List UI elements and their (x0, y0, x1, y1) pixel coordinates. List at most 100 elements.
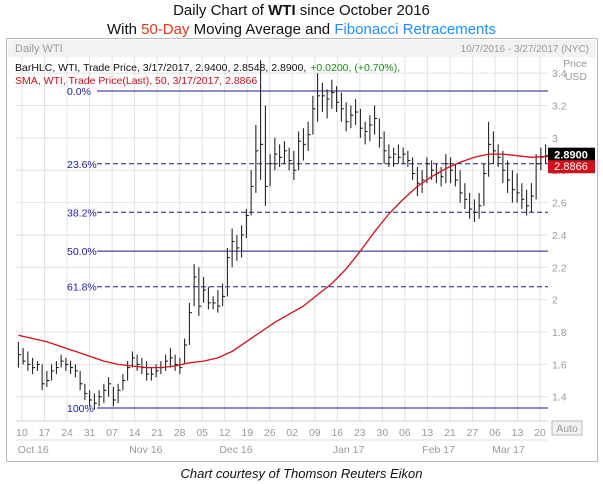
legend-change: +0.0200, (+0.70%), (310, 62, 400, 74)
fib-label: 0.0% (67, 86, 91, 98)
auto-scale-button[interactable] (551, 420, 583, 436)
x-tick-label: 13 (512, 427, 524, 439)
legend-bar: BarHLC, WTI, Trade Price, 3/17/2017, 2.9… (15, 62, 400, 74)
price-bar (416, 167, 420, 197)
price-bar (241, 225, 245, 258)
price-bar (17, 341, 21, 368)
price-bar (117, 383, 121, 404)
x-tick-label: 10 (16, 427, 28, 439)
price-bar (41, 364, 45, 391)
price-bar (103, 383, 107, 404)
price-bar (222, 283, 226, 307)
price-bar (397, 144, 401, 164)
panel-name: Daily WTI (15, 43, 63, 55)
fib-label: 61.8% (67, 282, 97, 294)
price-bar (355, 99, 359, 125)
price-bar (383, 131, 387, 164)
price-bar (203, 277, 207, 303)
price-bar (93, 393, 97, 410)
price-bar (264, 105, 268, 206)
panel-header-bar (8, 40, 596, 57)
fib-label: 23.6% (67, 159, 97, 171)
x-tick-label: 19 (241, 427, 253, 439)
price-bar (345, 102, 349, 132)
price-bar (279, 144, 283, 168)
price-chart[interactable]: Daily WTI 10/7/2016 - 3/27/2017 (NYC) 0.… (7, 39, 597, 461)
title-line-2: With 50-Day Moving Average and Fibonacci… (106, 21, 497, 38)
price-bar (217, 289, 221, 313)
price-bar (274, 137, 278, 171)
x-tick-label: 16 (331, 427, 343, 439)
price-bar (108, 377, 112, 397)
price-bar (198, 267, 202, 316)
x-tick-label: 28 (174, 427, 186, 439)
price-bar (146, 361, 150, 381)
price-bar (122, 374, 126, 391)
price-bar (478, 192, 482, 219)
price-bar (188, 302, 192, 345)
price-bar (84, 383, 88, 400)
price-bars (17, 60, 549, 410)
price-bar (36, 361, 40, 371)
x-tick-label: 06 (489, 427, 501, 439)
price-bar (454, 163, 458, 187)
sma-line (18, 153, 551, 369)
y-tick-label: 2 (552, 295, 558, 307)
price-bar (473, 199, 477, 223)
price-bar (440, 167, 444, 187)
price-bar (326, 89, 330, 119)
sma-value: 2.8866 (554, 161, 588, 173)
price-bar (65, 357, 69, 371)
price-bar (231, 228, 235, 268)
price-bar (269, 154, 273, 187)
price-bar (70, 361, 74, 375)
price-bar (393, 147, 397, 168)
y-tick-label: 3.2 (552, 101, 567, 113)
title-fibonacci: Fibonacci Retracements (334, 21, 497, 38)
x-tick-label: 13 (422, 427, 434, 439)
price-bar (212, 296, 216, 310)
price-bar (236, 234, 240, 261)
price-bar (184, 338, 188, 365)
chart-credit: Chart courtesy of Thomson Reuters Eikon (180, 466, 423, 481)
price-bar (112, 387, 116, 407)
price-bar (450, 157, 454, 184)
price-bar (288, 147, 292, 171)
panel-date-range: 10/7/2016 - 3/27/2017 (NYC) (461, 44, 589, 55)
price-bar (540, 147, 544, 171)
x-month-label: Feb 17 (422, 444, 455, 456)
chart-panel[interactable]: Daily WTI 10/7/2016 - 3/27/2017 (NYC) 0.… (6, 38, 598, 462)
y-tick-label: 2.4 (552, 230, 567, 242)
price-bar (22, 348, 26, 365)
last-price-tag (548, 147, 595, 162)
title-line-1: Daily Chart of WTI since October 2016 (173, 2, 430, 19)
price-bar (459, 170, 463, 203)
auto-scale-button-label: Auto (556, 423, 578, 435)
price-bar (46, 370, 50, 388)
price-bar (155, 364, 159, 378)
x-tick-label: 07 (106, 427, 118, 439)
axis-price-label: Price (563, 58, 587, 70)
x-month-label: Oct 16 (18, 444, 49, 456)
price-bar (369, 115, 373, 142)
price-bar (483, 163, 487, 206)
price-bar (179, 357, 183, 375)
price-bar (374, 105, 378, 135)
price-bar (207, 286, 211, 310)
price-bar (497, 144, 501, 168)
sma-path (18, 153, 551, 369)
price-bar (27, 351, 31, 371)
price-bar (421, 170, 425, 193)
price-bar (331, 79, 335, 109)
x-month-label: Dec 16 (219, 444, 252, 456)
legend-sma: SMA, WTI, Trade Price(Last), 50, 3/17/20… (15, 75, 257, 87)
price-bar (193, 264, 197, 307)
price-bar (174, 354, 178, 371)
fib-label: 38.2% (67, 207, 97, 219)
price-bar (245, 209, 249, 239)
price-bar (79, 370, 83, 391)
y-tick-label: 2.6 (552, 198, 567, 210)
price-bar (312, 95, 316, 135)
price-bar (150, 367, 154, 381)
price-bar (127, 361, 131, 381)
